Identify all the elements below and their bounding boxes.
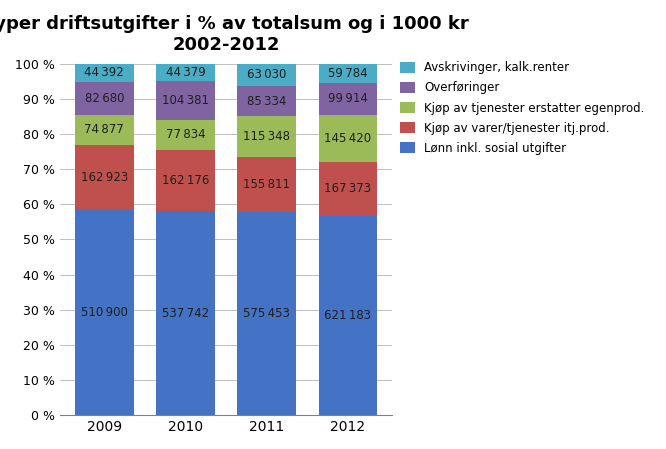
Text: 510 900: 510 900 bbox=[81, 306, 128, 319]
Text: 82 680: 82 680 bbox=[85, 92, 124, 105]
Text: 99 914: 99 914 bbox=[328, 92, 368, 106]
Bar bbox=[75, 82, 134, 114]
Bar bbox=[75, 145, 134, 210]
Bar bbox=[238, 64, 296, 86]
Text: 74 877: 74 877 bbox=[85, 123, 125, 136]
Text: 162 176: 162 176 bbox=[162, 174, 209, 187]
Bar bbox=[238, 116, 296, 157]
Legend: Avskrivinger, kalk.renter, Overføringer, Kjøp av tjenester erstatter egenprod., : Avskrivinger, kalk.renter, Overføringer,… bbox=[396, 57, 649, 159]
Bar bbox=[318, 115, 377, 162]
Text: 44 379: 44 379 bbox=[166, 66, 205, 79]
Bar bbox=[157, 80, 214, 120]
Bar bbox=[75, 114, 134, 145]
Bar bbox=[318, 162, 377, 216]
Text: 59 784: 59 784 bbox=[328, 67, 368, 80]
Text: 162 923: 162 923 bbox=[81, 171, 128, 184]
Text: 575 453: 575 453 bbox=[243, 307, 290, 320]
Bar bbox=[238, 86, 296, 116]
Text: 167 373: 167 373 bbox=[324, 182, 372, 195]
Text: 621 183: 621 183 bbox=[324, 309, 372, 322]
Bar bbox=[238, 157, 296, 212]
Bar bbox=[157, 211, 214, 415]
Bar bbox=[318, 64, 377, 83]
Text: 77 834: 77 834 bbox=[166, 128, 205, 141]
Text: 145 420: 145 420 bbox=[324, 132, 372, 145]
Text: 115 348: 115 348 bbox=[243, 130, 290, 143]
Text: 155 811: 155 811 bbox=[243, 178, 290, 191]
Text: 537 742: 537 742 bbox=[162, 307, 209, 320]
Bar bbox=[157, 150, 214, 211]
Bar bbox=[318, 216, 377, 415]
Text: 85 334: 85 334 bbox=[247, 95, 286, 107]
Title: Typer driftsutgifter i % av totalsum og i 1000 kr
2002-2012: Typer driftsutgifter i % av totalsum og … bbox=[0, 15, 468, 54]
Text: 104 381: 104 381 bbox=[162, 94, 209, 107]
Bar bbox=[238, 212, 296, 415]
Text: 44 392: 44 392 bbox=[85, 66, 125, 79]
Bar bbox=[157, 120, 214, 150]
Bar bbox=[75, 64, 134, 82]
Bar bbox=[157, 64, 214, 80]
Bar bbox=[318, 83, 377, 115]
Text: 63 030: 63 030 bbox=[247, 68, 286, 81]
Bar bbox=[75, 210, 134, 415]
